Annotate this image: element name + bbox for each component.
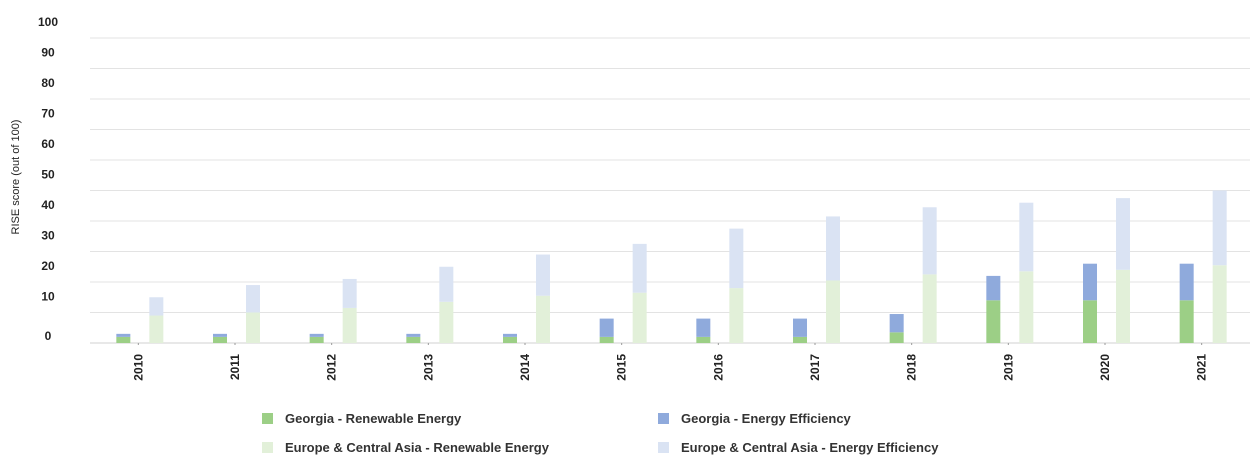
bar-segment [1083,300,1097,343]
bar-segment [1212,190,1227,266]
bars [116,190,1227,343]
legend-swatch [262,442,273,453]
bar-segment [406,336,421,343]
bar-segment [342,307,357,343]
y-tick-label: 0 [45,329,52,343]
legend-swatch [658,413,669,424]
bar-segment [1116,198,1130,270]
legend-swatch [658,442,669,453]
bar-segment [922,207,937,275]
bar-segment [1083,263,1097,301]
bar-segment [1179,263,1194,301]
bar-segment [149,297,164,316]
bar-segment [599,336,614,343]
x-tick-label: 2010 [131,354,145,381]
bar-segment [1019,271,1034,343]
x-tick-label: 2017 [808,354,822,381]
y-tick-label: 70 [41,107,55,121]
y-tick-label: 90 [41,46,55,60]
bar-segment [213,333,227,337]
bar-segment [1019,202,1034,272]
y-tick-label: 40 [41,198,55,212]
bar-segment [889,332,904,343]
x-tick-label: 2015 [615,354,629,381]
bar-segment [826,216,840,281]
x-tick-label: 2013 [421,354,435,381]
bar-segment [729,288,744,343]
bar-segment [536,295,550,343]
legend-item-eca-efficiency: Europe & Central Asia - Energy Efficienc… [658,440,938,455]
y-tick-label: 10 [41,290,55,304]
bar-segment [696,318,711,337]
bar-segment [1212,265,1227,343]
bar-segment [986,275,1001,301]
x-tick-label: 2018 [905,354,919,381]
bar-segment [696,336,711,343]
bar-segment [439,301,454,343]
bar-segment [599,318,614,337]
bar-segment [793,318,807,337]
y-tick-label: 30 [41,229,55,243]
bar-segment [922,274,937,343]
legend-label: Georgia - Energy Efficiency [681,411,851,426]
bar-segment [632,292,647,343]
bar-segment [246,312,260,343]
legend-label: Europe & Central Asia - Renewable Energy [285,440,549,455]
bar-segment [826,280,840,343]
bar-segment [149,315,164,343]
bar-segment [342,278,357,308]
x-axis-ticks: 2010 2011 2012 2013 2014 2015 2016 2017 2018 2019… [131,343,1209,381]
bar-segment [116,333,131,337]
bar-segment [729,228,744,289]
bar-segment [439,266,454,302]
bar-segment [889,314,904,333]
x-tick-label: 2016 [711,354,725,381]
bar-segment [632,243,647,293]
bar-segment [1116,269,1130,343]
legend-label: Europe & Central Asia - Energy Efficienc… [681,440,939,455]
bar-segment [213,336,227,343]
bar-segment [503,333,517,337]
legend-label: Georgia - Renewable Energy [285,411,462,426]
gridlines [90,37,1250,344]
bar-segment [309,336,324,343]
bar-segment [116,336,131,343]
y-axis-title: RISE score (out of 100) [10,120,22,235]
legend-item-georgia-renewable: Georgia - Renewable Energy [262,411,461,426]
x-tick-label: 2012 [325,354,339,381]
x-tick-label: 2021 [1195,354,1209,381]
y-tick-label: 80 [41,76,55,90]
x-tick-label: 2014 [518,354,532,381]
legend-item-georgia-efficiency: Georgia - Energy Efficiency [658,411,851,426]
bar-segment [309,333,324,337]
bar-segment [246,285,260,313]
legend-swatch [262,413,273,424]
bar-segment [536,254,550,296]
bar-segment [503,336,517,343]
x-tick-label: 2019 [1001,354,1015,381]
bar-segment [986,300,1001,343]
bar-segment [406,333,421,337]
bar-segment [1179,300,1194,343]
y-axis-ticks: 0 10 20 30 40 50 60 70 80 90 100 [38,15,58,343]
y-tick-label: 20 [41,259,55,273]
y-tick-label: 50 [41,168,55,182]
y-tick-label: 60 [41,137,55,151]
legend-item-eca-renewable: Europe & Central Asia - Renewable Energy [262,440,549,455]
bar-segment [793,336,807,343]
x-tick-label: 2011 [228,354,242,380]
x-tick-label: 2020 [1098,354,1112,381]
y-tick-label: 100 [38,15,58,29]
